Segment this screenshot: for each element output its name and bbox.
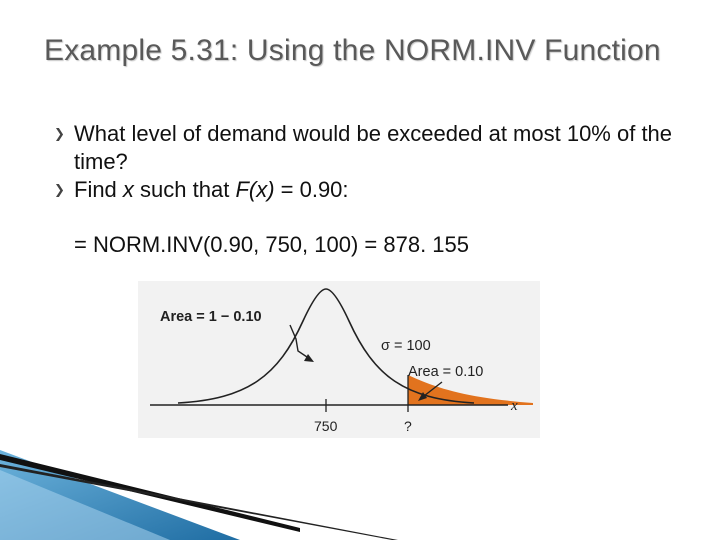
bullet-marker-icon: ❯ [52, 179, 66, 199]
normal-curve [177, 288, 475, 404]
bullet-item-demand-question: ❯ What level of demand would be exceeded… [52, 120, 692, 176]
left-area-arrowhead [304, 354, 314, 362]
mean-tick-label: 750 [314, 418, 338, 434]
corner-thin-line [0, 464, 398, 540]
svg-text:❯: ❯ [54, 183, 65, 198]
bullet-text-suffix: = 0.90: [274, 177, 349, 202]
slide-title: Example 5.31: Using the NORM.INV Functio… [44, 34, 661, 67]
area-right-label: Area = 0.10 [408, 364, 483, 380]
unknown-tick-label: ? [404, 418, 412, 434]
bullet-text-var: x [122, 177, 134, 202]
x-axis-label: x [510, 398, 518, 414]
svg-text:❯: ❯ [54, 127, 65, 142]
normal-curve-svg: Area = 1 − 0.10 σ = 100 Area = 0.10 x 75… [150, 288, 533, 434]
left-area-arrow [289, 324, 311, 360]
bullet-item-find-x: ❯ Find x such that F(x) = 0.90: [52, 176, 692, 204]
bullet-text-prefix: Find [74, 177, 123, 202]
right-area-arrow [423, 381, 443, 397]
corner-light-wedge [0, 470, 170, 540]
sigma-label: σ = 100 [381, 338, 431, 354]
bullet-text-fx: F(x) [235, 177, 275, 202]
norm-inv-formula: = NORM.INV(0.90, 750, 100) = 878. 155 [74, 232, 470, 257]
bullet-marker-icon: ❯ [52, 123, 66, 143]
area-left-label: Area = 1 − 0.10 [160, 309, 262, 325]
right-area-arrowhead [418, 392, 427, 401]
bullet-text-middle: such that [133, 177, 236, 202]
normal-distribution-figure: Area = 1 − 0.10 σ = 100 Area = 0.10 x 75… [138, 281, 540, 438]
right-tail-area [408, 375, 533, 405]
bullet-list: ❯ What level of demand would be exceeded… [52, 120, 692, 204]
bullet-text: What level of demand would be exceeded a… [74, 121, 673, 174]
corner-decoration [0, 450, 398, 540]
